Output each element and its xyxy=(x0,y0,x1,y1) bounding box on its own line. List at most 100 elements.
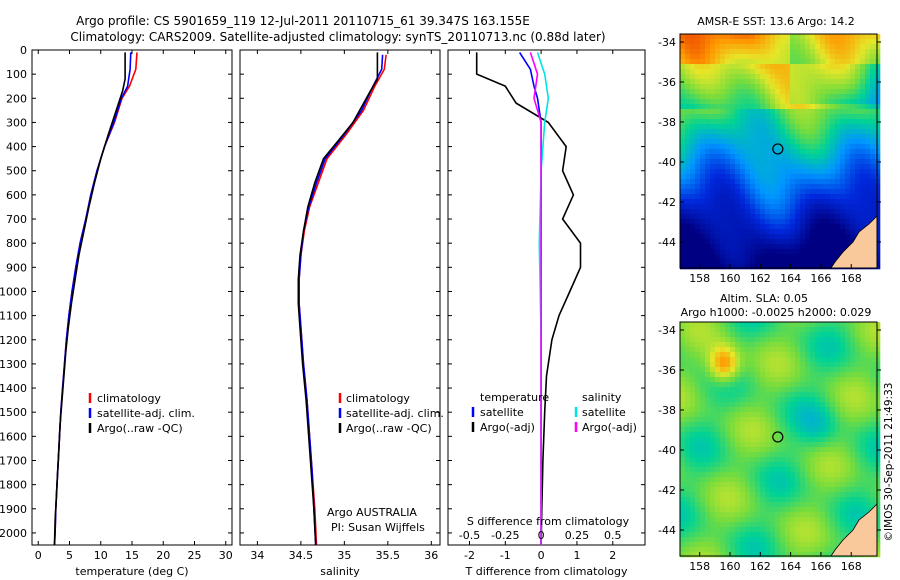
sst_map-pixel xyxy=(855,49,861,55)
sst_map-pixel xyxy=(725,219,731,225)
sst_map-pixel xyxy=(875,184,881,190)
sla_map-pixel xyxy=(865,482,871,488)
sla_map-pixel xyxy=(805,532,811,538)
sst_map-pixel xyxy=(760,219,766,225)
sst_map-pixel xyxy=(705,64,711,70)
sst_map-pixel xyxy=(710,39,716,45)
sla_map-pixel xyxy=(875,432,881,438)
sst_map-pixel xyxy=(845,174,851,180)
sst_map-pixel xyxy=(785,174,791,180)
sla_map-pixel xyxy=(750,427,756,433)
sla_map-pixel xyxy=(765,367,771,373)
sst_map-pixel xyxy=(855,184,861,190)
sla_map-pixel xyxy=(875,547,881,553)
sla_map-pixel xyxy=(710,342,716,348)
sst_map-pixel xyxy=(830,179,836,185)
sst_map-pixel xyxy=(760,149,766,155)
sla_map-pixel xyxy=(825,472,831,478)
sla_map-pixel xyxy=(815,422,821,428)
sla_map-pixel xyxy=(765,477,771,483)
sst_map-pixel xyxy=(730,74,736,80)
sla_map-pixel xyxy=(685,472,691,478)
sst_map-pixel xyxy=(695,79,701,85)
sst_map-pixel xyxy=(725,194,731,200)
sla_map-pixel xyxy=(680,322,686,328)
sst_map-pixel xyxy=(835,219,841,225)
sst_map-pixel xyxy=(850,84,856,90)
sst_map-pixel xyxy=(800,79,806,85)
sla_map-pixel xyxy=(680,347,686,353)
sst_map-pixel xyxy=(830,119,836,125)
sst_map-pixel xyxy=(830,54,836,60)
sst_map-pixel xyxy=(815,214,821,220)
sla_map-pixel xyxy=(785,552,791,558)
sla_map-pixel xyxy=(745,372,751,378)
sla_map-pixel xyxy=(730,482,736,488)
sla_map-pixel xyxy=(775,347,781,353)
sla_map-pixel xyxy=(765,522,771,528)
sla_map-pixel xyxy=(790,442,796,448)
sla_map-pixel xyxy=(875,472,881,478)
sla_map-pixel xyxy=(765,377,771,383)
sst_map-pixel xyxy=(790,169,796,175)
sst_map-pixel xyxy=(780,79,786,85)
sst_map-pixel xyxy=(715,114,721,120)
sst_map-pixel xyxy=(755,94,761,100)
sst_map-pixel xyxy=(760,184,766,190)
sst_map-pixel xyxy=(835,69,841,75)
sla_map-pixel xyxy=(860,352,866,358)
sst_map-pixel xyxy=(710,194,716,200)
sst_map-pixel xyxy=(800,109,806,115)
sla_map-pixel xyxy=(820,417,826,423)
sla_map-pixel xyxy=(855,377,861,383)
sla_map-pixel xyxy=(735,422,741,428)
sla_map-pixel xyxy=(710,397,716,403)
sst_map-pixel xyxy=(705,149,711,155)
sst_map-pixel xyxy=(740,114,746,120)
sla_map-pixel xyxy=(845,482,851,488)
sst_map-pixel xyxy=(840,174,846,180)
sst_map-pixel xyxy=(715,159,721,165)
sla_map-pixel xyxy=(815,547,821,553)
sst_map-pixel xyxy=(825,259,831,265)
sst_map-pixel xyxy=(860,124,866,130)
sla_map-pixel xyxy=(825,507,831,513)
sla_map-pixel xyxy=(820,377,826,383)
sst_map-pixel xyxy=(820,89,826,95)
sla_map-pixel xyxy=(810,332,816,338)
sst_map-pixel xyxy=(815,134,821,140)
sst_map-pixel xyxy=(775,229,781,235)
sst_map-pixel xyxy=(825,99,831,105)
sst_map-pixel xyxy=(745,134,751,140)
sla_map-pixel xyxy=(765,347,771,353)
sla_map-pixel xyxy=(770,517,776,523)
sst_map-pixel xyxy=(815,49,821,55)
sla_map-pixel xyxy=(690,442,696,448)
sla_map-pixel xyxy=(785,422,791,428)
sla_map-pixel xyxy=(790,522,796,528)
sla_map-pixel xyxy=(800,502,806,508)
sla_map-pixel xyxy=(745,432,751,438)
sst_map-pixel xyxy=(865,154,871,160)
sla_map-pixel xyxy=(770,452,776,458)
sst_map-pixel xyxy=(820,264,826,270)
sla_map-pixel xyxy=(725,327,731,333)
sla_map-pixel xyxy=(715,542,721,548)
sst_map-pixel xyxy=(710,104,716,110)
sst_map-pixel xyxy=(765,184,771,190)
sst_map-pixel xyxy=(805,59,811,65)
sst_map-pixel xyxy=(800,49,806,55)
sst_map-pixel xyxy=(840,249,846,255)
sst_map-pixel xyxy=(740,179,746,185)
sst_map-pixel xyxy=(810,174,816,180)
sla_map-pixel xyxy=(825,522,831,528)
sla_map-pixel xyxy=(695,347,701,353)
sla_map-pixel xyxy=(840,357,846,363)
sla_map-pixel xyxy=(835,327,841,333)
sst_map-pixel xyxy=(865,129,871,135)
sla_map-pixel xyxy=(810,367,816,373)
sla_map-pixel xyxy=(780,482,786,488)
sla_map-pixel xyxy=(820,382,826,388)
sla_map-pixel xyxy=(745,412,751,418)
sst_map-pixel xyxy=(800,134,806,140)
